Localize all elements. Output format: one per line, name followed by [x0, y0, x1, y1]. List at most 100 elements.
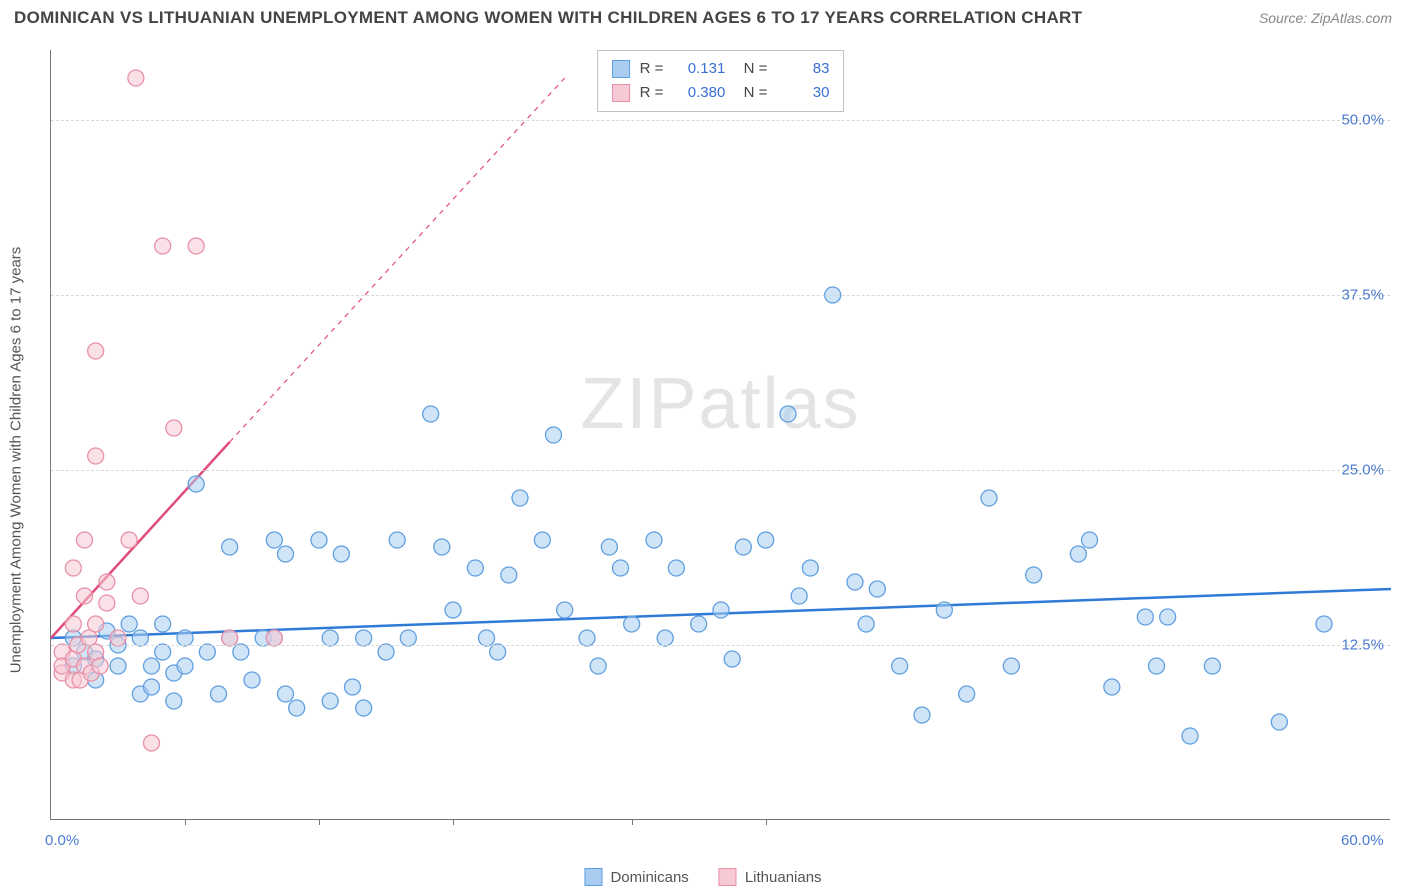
- data-point: [624, 616, 640, 632]
- data-point: [121, 532, 137, 548]
- data-point: [735, 539, 751, 555]
- data-point: [88, 448, 104, 464]
- data-point: [77, 588, 93, 604]
- data-point: [847, 574, 863, 590]
- data-point: [534, 532, 550, 548]
- n-value: 30: [777, 81, 829, 105]
- data-point: [177, 630, 193, 646]
- data-point: [132, 630, 148, 646]
- legend-item: Dominicans: [584, 868, 688, 886]
- data-point: [758, 532, 774, 548]
- data-point: [278, 546, 294, 562]
- data-point: [1082, 532, 1098, 548]
- x-tick-mark: [632, 819, 633, 825]
- data-point: [155, 644, 171, 660]
- data-point: [144, 679, 160, 695]
- data-point: [858, 616, 874, 632]
- y-tick-label: 12.5%: [1341, 637, 1384, 654]
- data-point: [981, 490, 997, 506]
- data-point: [579, 630, 595, 646]
- data-point: [646, 532, 662, 548]
- data-point: [356, 630, 372, 646]
- data-point: [1149, 658, 1165, 674]
- trend-line-extension: [230, 78, 565, 442]
- data-point: [780, 406, 796, 422]
- chart-header: DOMINICAN VS LITHUANIAN UNEMPLOYMENT AMO…: [0, 0, 1406, 32]
- data-point: [601, 539, 617, 555]
- r-value: 0.131: [673, 57, 725, 81]
- legend-label: Dominicans: [610, 869, 688, 886]
- data-point: [222, 630, 238, 646]
- legend: Dominicans Lithuanians: [584, 868, 821, 886]
- data-point: [99, 595, 115, 611]
- data-point: [322, 693, 338, 709]
- data-point: [936, 602, 952, 618]
- data-point: [110, 630, 126, 646]
- data-point: [166, 693, 182, 709]
- data-point: [233, 644, 249, 660]
- n-label: N =: [735, 81, 767, 105]
- data-point: [378, 644, 394, 660]
- legend-swatch: [584, 868, 602, 886]
- chart-source: Source: ZipAtlas.com: [1259, 10, 1392, 26]
- x-tick-label: 0.0%: [45, 832, 79, 849]
- data-point: [244, 672, 260, 688]
- scatter-svg-layer: [51, 50, 1390, 819]
- y-tick-label: 50.0%: [1341, 112, 1384, 129]
- data-point: [501, 567, 517, 583]
- data-point: [99, 574, 115, 590]
- data-point: [333, 546, 349, 562]
- data-point: [389, 532, 405, 548]
- data-point: [691, 616, 707, 632]
- data-point: [188, 238, 204, 254]
- data-point: [400, 630, 416, 646]
- y-tick-label: 37.5%: [1341, 287, 1384, 304]
- data-point: [155, 238, 171, 254]
- data-point: [1137, 609, 1153, 625]
- data-point: [199, 644, 215, 660]
- data-point: [289, 700, 305, 716]
- data-point: [266, 630, 282, 646]
- data-point: [791, 588, 807, 604]
- data-point: [1104, 679, 1120, 695]
- data-point: [144, 735, 160, 751]
- data-point: [121, 616, 137, 632]
- data-point: [166, 420, 182, 436]
- stats-row: R =0.380 N =30: [612, 81, 830, 105]
- data-point: [445, 602, 461, 618]
- data-point: [802, 560, 818, 576]
- data-point: [110, 658, 126, 674]
- series-swatch: [612, 60, 630, 78]
- chart-area: Unemployment Among Women with Children A…: [0, 40, 1406, 892]
- data-point: [77, 532, 93, 548]
- n-label: N =: [735, 57, 767, 81]
- data-point: [892, 658, 908, 674]
- r-label: R =: [640, 57, 664, 81]
- x-tick-mark: [319, 819, 320, 825]
- chart-title: DOMINICAN VS LITHUANIAN UNEMPLOYMENT AMO…: [14, 8, 1082, 28]
- data-point: [1271, 714, 1287, 730]
- data-point: [128, 70, 144, 86]
- data-point: [322, 630, 338, 646]
- y-tick-label: 25.0%: [1341, 462, 1384, 479]
- x-tick-label: 60.0%: [1341, 832, 1384, 849]
- data-point: [1070, 546, 1086, 562]
- data-point: [211, 686, 227, 702]
- data-point: [724, 651, 740, 667]
- data-point: [1316, 616, 1332, 632]
- plot-region: ZIPatlas R =0.131 N =83R =0.380 N =30 12…: [50, 50, 1390, 820]
- data-point: [88, 616, 104, 632]
- legend-swatch: [719, 868, 737, 886]
- legend-item: Lithuanians: [719, 868, 822, 886]
- data-point: [222, 539, 238, 555]
- data-point: [278, 686, 294, 702]
- data-point: [356, 700, 372, 716]
- data-point: [144, 658, 160, 674]
- data-point: [613, 560, 629, 576]
- gridline: [51, 120, 1390, 121]
- data-point: [590, 658, 606, 674]
- data-point: [266, 532, 282, 548]
- data-point: [188, 476, 204, 492]
- data-point: [479, 630, 495, 646]
- series-swatch: [612, 84, 630, 102]
